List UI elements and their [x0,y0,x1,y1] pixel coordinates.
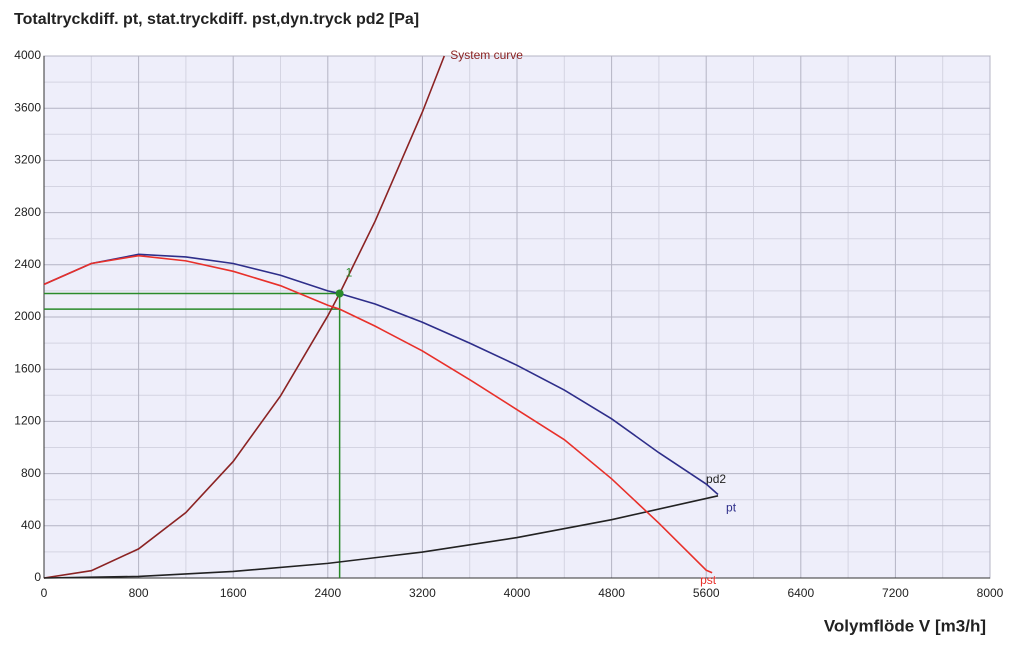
series-line [43,254,713,574]
y-tick-label: 3600 [14,100,41,114]
y-tick-label: 800 [21,466,41,480]
x-tick-label: 1600 [220,586,247,600]
series-label: pt [726,501,737,515]
series-label: System curve [450,48,523,62]
series-label: pd2 [706,472,726,486]
x-tick-label: 7200 [882,586,909,600]
y-tick-label: 400 [21,518,41,532]
series-line [43,253,719,496]
x-axis-label: Volymflöde V [m3/h] [824,616,986,635]
y-tick-label: 2000 [14,309,41,323]
x-tick-label: 8000 [977,586,1004,600]
y-tick-label: 2400 [14,257,41,271]
x-tick-label: 4000 [504,586,531,600]
chart-title: Totaltryckdiff. pt, stat.tryckdiff. pst,… [14,11,419,28]
y-tick-label: 0 [34,570,41,584]
x-tick-label: 4800 [598,586,625,600]
series-label: pst [700,573,717,587]
x-tick-label: 2400 [314,586,341,600]
x-tick-label: 3200 [409,586,436,600]
x-tick-label: 5600 [693,586,720,600]
x-tick-label: 800 [129,586,149,600]
y-tick-label: 1600 [14,361,41,375]
y-tick-label: 3200 [14,153,41,167]
x-tick-label: 6400 [787,586,814,600]
series-line [43,55,446,579]
operating-point-label: 1 [346,266,353,280]
operating-point [335,289,344,298]
x-tick-label: 0 [41,586,48,600]
y-tick-label: 4000 [14,48,41,62]
y-tick-label: 1200 [14,414,41,428]
y-tick-label: 2800 [14,205,41,219]
series-line [43,495,719,579]
